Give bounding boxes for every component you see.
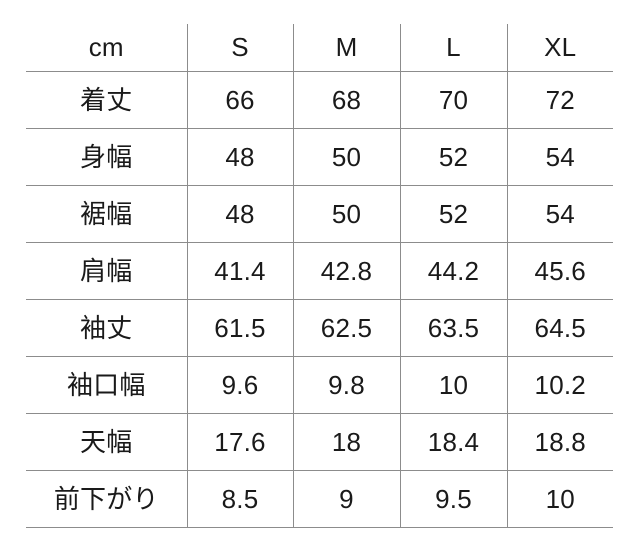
size-cell: 52 (399, 185, 507, 242)
size-cell: 9.8 (292, 356, 400, 413)
size-cell: 41.4 (186, 242, 293, 299)
table-row: 肩幅 41.4 42.8 44.2 45.6 (26, 242, 613, 299)
size-cell: 64.5 (506, 299, 613, 356)
table-row: 袖丈 61.5 62.5 63.5 64.5 (26, 299, 613, 356)
row-label: 着丈 (80, 84, 133, 115)
size-cell: 63.5 (399, 299, 507, 356)
row-label: 身幅 (80, 141, 133, 172)
size-cell: 50 (292, 185, 400, 242)
size-cell: 68 (292, 71, 400, 128)
size-cell: 52 (399, 128, 507, 185)
size-cell: 48 (186, 128, 293, 185)
table-row: 裾幅 48 50 52 54 (26, 185, 613, 242)
size-cell: 10 (506, 470, 613, 527)
size-cell: 10.2 (506, 356, 613, 413)
size-spec-table: cm S M L XL 着丈 66 68 70 72 身幅 48 50 52 5… (26, 24, 613, 528)
header-size-l: L (399, 24, 507, 71)
header-size-xl: XL (506, 24, 613, 71)
size-cell: 9.5 (399, 470, 507, 527)
size-cell: 61.5 (186, 299, 293, 356)
size-cell: 42.8 (292, 242, 400, 299)
row-label: 天幅 (80, 426, 133, 457)
size-cell: 70 (399, 71, 507, 128)
header-unit-cm: cm (88, 32, 124, 63)
table-row: 天幅 17.6 18 18.4 18.8 (26, 413, 613, 470)
size-cell: 18.8 (506, 413, 613, 470)
size-cell: 17.6 (186, 413, 293, 470)
size-cell: 10 (399, 356, 507, 413)
size-cell: 9.6 (186, 356, 293, 413)
size-cell: 48 (186, 185, 293, 242)
size-cell: 54 (506, 128, 613, 185)
size-cell: 72 (506, 71, 613, 128)
row-label: 袖口幅 (66, 369, 146, 400)
size-cell: 8.5 (186, 470, 293, 527)
size-cell: 45.6 (506, 242, 613, 299)
size-cell: 66 (186, 71, 293, 128)
header-size-s: S (186, 24, 293, 71)
row-label: 袖丈 (80, 312, 133, 343)
row-label: 前下がり (53, 483, 159, 514)
size-cell: 62.5 (292, 299, 400, 356)
row-label: 裾幅 (80, 198, 133, 229)
table-row: 前下がり 8.5 9 9.5 10 (26, 470, 613, 527)
table-row: 袖口幅 9.6 9.8 10 10.2 (26, 356, 613, 413)
row-label: 肩幅 (80, 255, 133, 286)
size-cell: 54 (506, 185, 613, 242)
size-cell: 44.2 (399, 242, 507, 299)
size-cell: 9 (292, 470, 400, 527)
size-chart-page: cm S M L XL 着丈 66 68 70 72 身幅 48 50 52 5… (0, 24, 640, 553)
size-cell: 18.4 (399, 413, 507, 470)
header-row: cm S M L XL (26, 24, 613, 71)
size-cell: 50 (292, 128, 400, 185)
table-row: 着丈 66 68 70 72 (26, 71, 613, 128)
header-size-m: M (292, 24, 400, 71)
size-cell: 18 (292, 413, 400, 470)
table-row: 身幅 48 50 52 54 (26, 128, 613, 185)
